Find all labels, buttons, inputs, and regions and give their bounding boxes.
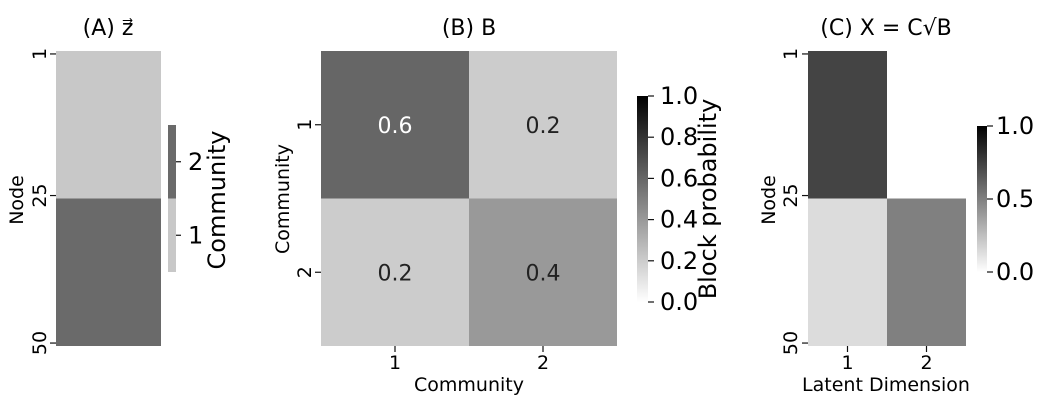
panel-b-colorbar-tick-label: 1.0 — [660, 82, 698, 110]
panel-a-colorbar-segment — [168, 198, 176, 272]
panel-c-x-tick-label: 2 — [920, 352, 932, 374]
panel-a-y-ticks: 1 25 50 — [29, 48, 56, 355]
panel-b-cell — [469, 51, 617, 199]
panel-a-colorbar-tick-label: 2 — [188, 148, 203, 176]
panel-c-y-ticks: 1 25 50 — [780, 48, 808, 355]
panel-b-y-tick-label: 2 — [294, 266, 316, 278]
panel-b-y-ticks: 12 — [294, 119, 321, 278]
panel-c-colorbar-gradient — [977, 126, 987, 272]
panel-b-colorbar-tick-label: 0.4 — [660, 206, 698, 234]
panel-b-title: (B) B — [442, 16, 496, 41]
panel-a-title: (A) z⃗ — [83, 16, 134, 41]
panel-c-cell — [887, 51, 966, 199]
panel-a-cells — [56, 51, 161, 346]
panel-b-cells: 0.6 0.2 0.2 0.4 — [321, 51, 617, 346]
panel-c-cells — [808, 51, 966, 346]
panel-c-colorbar-tick-label: 0.0 — [996, 258, 1034, 286]
panel-a-y-tick-label: 1 — [29, 48, 51, 60]
panel-a-colorbar: 12 — [168, 125, 203, 272]
panel-a-y-tick-label: 25 — [29, 183, 51, 207]
panel-b-cell-annotation: 0.4 — [526, 261, 561, 286]
panel-b-colorbar-tick-label: 0.0 — [660, 288, 698, 316]
panel-c-colorbar-tick-label: 0.5 — [996, 185, 1034, 213]
panel-a-y-tick-label: 50 — [29, 331, 51, 355]
panel-b-ylabel: Community — [272, 144, 294, 254]
panel-c-xlabel: Latent Dimension — [802, 374, 970, 396]
panel-c-y-tick-label: 25 — [780, 183, 802, 207]
panel-a-cell — [56, 198, 161, 346]
panel-c-cell — [808, 198, 887, 346]
panel-c-colorbar-tick-label: 1.0 — [996, 112, 1034, 140]
panel-b-colorbar-tick-label: 0.6 — [660, 164, 698, 192]
panel-c-colorbar: 0.0 0.5 1.0 — [977, 112, 1034, 286]
panel-b-x-tick-label: 2 — [537, 352, 549, 374]
panel-c-y-tick-label: 1 — [780, 48, 802, 60]
panel-b-colorbar-label: Block probability — [694, 99, 722, 300]
panel-b-y-tick-label: 1 — [294, 119, 316, 131]
panel-a-colorbar-segment — [168, 125, 176, 199]
panel-a-colorbar-label: Community — [203, 131, 231, 270]
panel-c-cell — [808, 51, 887, 199]
panel-c-title-text: (C) X = C√B — [820, 16, 951, 41]
panel-b-cell-annotation: 0.2 — [526, 114, 561, 139]
panel-c-cell — [887, 198, 966, 346]
panel-c-y-tick-label: 50 — [780, 331, 802, 355]
panel-a-colorbar-tick-label: 1 — [188, 221, 203, 249]
panel-c-ylabel: Node — [758, 175, 780, 225]
panel-a-title-text: (A) z⃗ — [83, 16, 134, 41]
panel-b-colorbar-gradient — [637, 96, 648, 302]
panel-b-cell — [321, 198, 469, 346]
panel-b-title-text: (B) B — [442, 16, 496, 41]
panel-b-cell-annotation: 0.2 — [378, 261, 413, 286]
panel-b-colorbar: 0.0 0.2 0.4 0.6 0.8 1.0 — [637, 82, 698, 316]
panel-a-cell — [56, 51, 161, 199]
panel-b-cell — [469, 198, 617, 346]
panel-c-title: (C) X = C√B — [820, 16, 951, 41]
panel-b-x-tick-label: 1 — [389, 352, 401, 374]
panel-c-x-tick-label: 1 — [841, 352, 853, 374]
panel-a-ylabel: Node — [6, 175, 28, 225]
panel-b-colorbar-tick-label: 0.8 — [660, 123, 698, 151]
panel-b-colorbar-tick-label: 0.2 — [660, 247, 698, 275]
panel-b-xlabel: Community — [414, 374, 524, 396]
panel-b-cell — [321, 51, 469, 199]
panel-b-cell-annotation: 0.6 — [378, 114, 413, 139]
